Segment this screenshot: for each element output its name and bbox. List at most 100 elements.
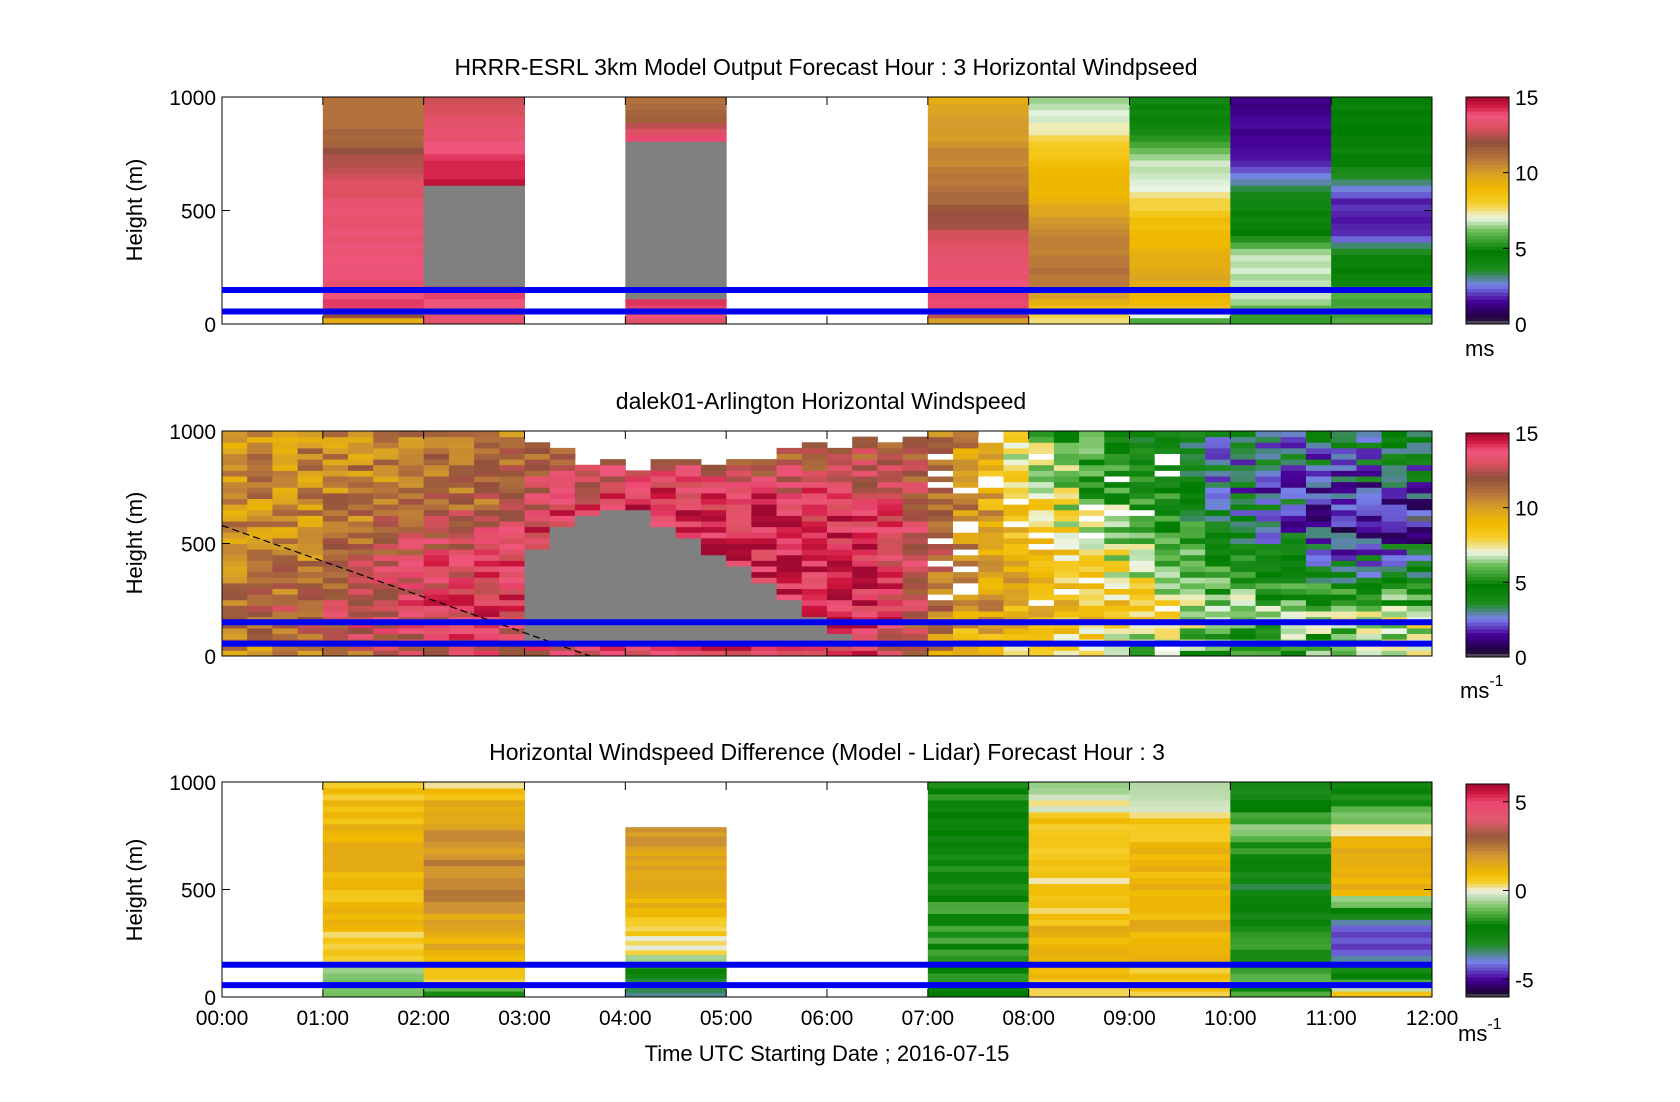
heatmap-cell [1129, 97, 1231, 104]
heatmap-cell [373, 571, 399, 578]
heatmap-cell [877, 633, 904, 640]
heatmap-cell [600, 464, 626, 471]
heatmap-cell [877, 549, 904, 556]
colorbar-swatch [1466, 940, 1509, 945]
heatmap-cell [1079, 453, 1105, 460]
heatmap-cell [272, 532, 299, 539]
heatmap-cell [700, 627, 727, 634]
colorbar-swatch [1466, 787, 1509, 792]
heatmap-cell [322, 644, 349, 651]
heatmap-cell [902, 436, 929, 443]
heatmap-cell [953, 492, 979, 499]
heatmap-cell [1104, 532, 1130, 539]
heatmap-cell [1179, 521, 1206, 528]
heatmap-cell [423, 229, 525, 237]
heatmap-cell [247, 442, 273, 449]
heatmap-cell [927, 431, 954, 438]
heatmap-cell [1280, 521, 1307, 528]
colorbar-swatch [1466, 784, 1509, 788]
heatmap-cell [726, 532, 752, 539]
heatmap-cell [448, 588, 475, 595]
heatmap-cell [625, 504, 652, 511]
heatmap-cell [827, 577, 853, 584]
heatmap-cell [247, 627, 273, 634]
heatmap-cell [499, 605, 525, 612]
colorbar-swatch [1466, 611, 1509, 616]
heatmap-cell [398, 588, 425, 595]
heatmap-cell [1280, 447, 1307, 454]
heatmap-cell [1205, 594, 1231, 601]
heatmap-cell [373, 481, 399, 488]
heatmap-cell [1230, 464, 1257, 471]
heatmap-cell [1305, 464, 1332, 471]
heatmap-cell [1406, 566, 1433, 573]
heatmap-cell [1129, 153, 1231, 161]
heatmap-cell [499, 594, 525, 601]
heatmap-cell [1205, 605, 1231, 612]
heatmap-cell [1129, 633, 1156, 640]
heatmap-cell [322, 793, 425, 801]
heatmap-cell [625, 860, 727, 866]
heatmap-cell [499, 453, 525, 460]
heatmap-cell [1255, 622, 1282, 629]
heatmap-cell [625, 912, 727, 918]
colorbar-swatch [1466, 468, 1509, 472]
heatmap-cell [1003, 627, 1030, 634]
colorbar-swatch [1466, 534, 1509, 539]
heatmap-cell [272, 453, 299, 460]
heatmap-cell [322, 134, 425, 142]
heatmap-cell [322, 622, 349, 629]
heatmap-cell [297, 633, 324, 640]
heatmap-cell [1003, 588, 1030, 595]
heatmap-cell [1331, 835, 1433, 843]
heatmap-cell [423, 134, 525, 142]
heatmap-cell [1331, 793, 1433, 801]
heatmap-cell [1028, 823, 1130, 831]
heatmap-cell [1331, 582, 1357, 589]
heatmap-cell [1230, 521, 1257, 528]
heatmap-cell [1406, 588, 1433, 595]
heatmap-cell [322, 782, 425, 789]
heatmap-cell [1331, 436, 1357, 443]
heatmap-cell [877, 504, 904, 511]
heatmap-cell [1230, 566, 1257, 573]
y-tick-label: 1000 [169, 772, 216, 795]
heatmap-cell [448, 633, 475, 640]
heatmap-cell [1079, 543, 1105, 550]
heatmap-cell [625, 560, 652, 567]
heatmap-cell [1129, 492, 1156, 499]
heatmap-cell [1356, 521, 1383, 528]
heatmap-cell [272, 515, 299, 522]
heatmap-cell [1230, 859, 1332, 867]
heatmap-cell [1280, 476, 1307, 483]
heatmap-cell [474, 481, 500, 488]
heatmap-cell [852, 436, 878, 443]
heatmap-cell [650, 644, 677, 651]
heatmap-cell [222, 521, 248, 528]
panel-3-reference-lines [222, 961, 1432, 989]
colorbar-swatch [1466, 947, 1509, 951]
heatmap-cell [297, 476, 324, 483]
heatmap-cell [625, 242, 727, 249]
heatmap-cell [322, 594, 349, 601]
heatmap-cell [902, 481, 929, 488]
heatmap-cell [423, 805, 525, 813]
heatmap-cell [1028, 103, 1130, 111]
heatmap-cell [1205, 515, 1231, 522]
heatmap-cell [448, 509, 475, 516]
heatmap-cell [1003, 470, 1030, 477]
heatmap-cell [1129, 566, 1156, 573]
heatmap-cell [1230, 103, 1332, 111]
heatmap-cell [448, 515, 475, 522]
heatmap-cell [1331, 515, 1357, 522]
colorbar-swatch [1466, 893, 1509, 898]
heatmap-cell [1028, 560, 1055, 567]
heatmap-cell [927, 191, 1030, 199]
heatmap-cell [322, 611, 349, 618]
heatmap-cell [448, 476, 475, 483]
colorbar-swatch [1466, 189, 1509, 194]
heatmap-cell [625, 537, 652, 544]
colorbar-swatch [1466, 485, 1509, 490]
heatmap-cell [1179, 459, 1206, 466]
heatmap-cell [726, 464, 752, 471]
